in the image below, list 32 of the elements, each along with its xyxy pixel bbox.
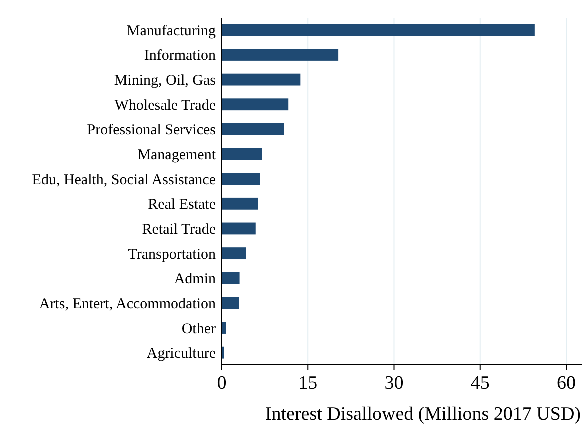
y-tick-label: Admin [174, 272, 216, 288]
bar [222, 49, 339, 61]
x-tick-label: 30 [384, 373, 404, 394]
bar [222, 272, 240, 284]
y-tick-label: Transportation [128, 246, 216, 263]
y-tick-label: Professional Services [87, 122, 216, 139]
bar [222, 123, 284, 136]
x-tick-label: 60 [557, 373, 576, 394]
x-tick-label: 0 [217, 373, 227, 394]
y-tick-label: Agriculture [146, 346, 216, 362]
bar [222, 248, 246, 260]
bar [222, 98, 289, 111]
y-tick-label: Other [182, 321, 216, 338]
y-tick-label: Real Estate [148, 197, 216, 214]
bar [222, 297, 240, 310]
y-tick-label: Mining, Oil, Gas [114, 73, 216, 90]
y-tick-label: Wholesale Trade [114, 98, 216, 114]
bar [222, 24, 535, 36]
y-tick-label: Retail Trade [142, 222, 216, 238]
bar [222, 198, 258, 210]
y-tick-label: Management [138, 148, 217, 164]
y-tick-label: Arts, Entert, Accommodation [39, 296, 216, 312]
y-tick-label: Information [144, 48, 216, 64]
bar [222, 222, 256, 235]
y-tick-label: Manufacturing [126, 23, 216, 40]
bar [222, 148, 262, 160]
bar [222, 74, 301, 86]
bar [222, 173, 260, 186]
x-tick-label: 45 [470, 373, 490, 394]
y-tick-label: Edu, Health, Social Assistance [32, 172, 216, 188]
x-tick-label: 15 [298, 373, 318, 394]
x-axis-title: Interest Disallowed (Millions 2017 USD) [265, 404, 581, 425]
